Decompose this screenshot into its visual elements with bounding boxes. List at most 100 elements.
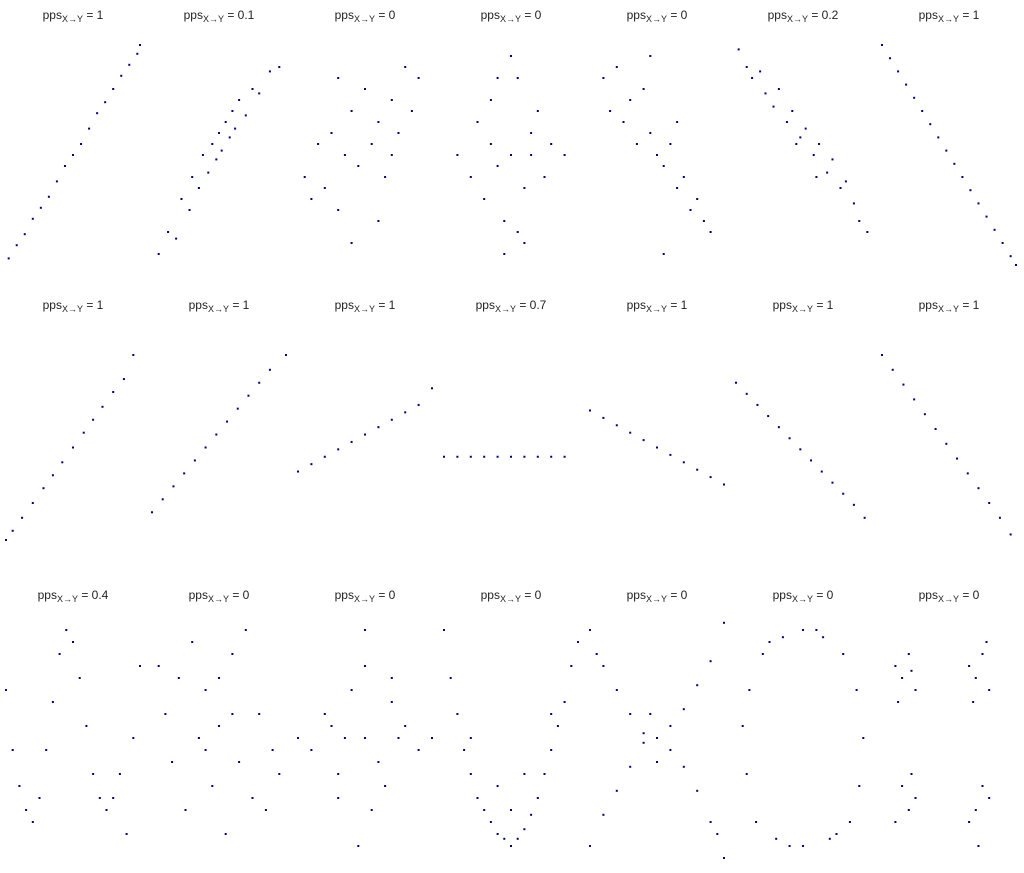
title-value: = 0.2 <box>808 8 839 22</box>
point <box>858 785 861 787</box>
title-text: pps <box>768 8 787 22</box>
point <box>550 455 553 458</box>
point <box>224 121 227 123</box>
title-text: pps <box>38 588 57 602</box>
point <box>550 143 553 145</box>
point <box>101 405 104 408</box>
point <box>456 713 459 715</box>
point <box>175 237 178 240</box>
point <box>589 629 591 631</box>
point <box>172 485 175 488</box>
point <box>556 725 559 727</box>
point <box>741 725 744 727</box>
point <box>889 57 892 60</box>
title-subscript: X→Y <box>62 14 83 24</box>
point <box>231 713 234 715</box>
point <box>615 424 618 427</box>
point <box>417 749 420 751</box>
title-text: pps <box>919 298 938 312</box>
point <box>151 511 153 514</box>
title-subscript: X→Y <box>208 594 229 604</box>
title-text: pps <box>189 588 208 602</box>
point <box>523 455 526 458</box>
point <box>483 809 486 811</box>
point <box>682 176 685 178</box>
point <box>855 689 858 691</box>
title-subscript: X→Y <box>500 14 521 24</box>
point <box>550 749 553 751</box>
point <box>669 725 672 727</box>
point <box>132 354 135 356</box>
panel-title: ppsX→Y = 1 <box>335 298 396 314</box>
point <box>759 70 762 73</box>
point <box>972 701 975 703</box>
point <box>417 77 420 79</box>
point <box>602 416 605 419</box>
point <box>456 154 459 156</box>
point <box>642 741 645 744</box>
point <box>330 132 333 134</box>
panel-title: ppsX→Y = 0.4 <box>38 588 109 604</box>
point <box>543 176 546 178</box>
point <box>772 105 775 108</box>
point <box>835 833 838 835</box>
point <box>285 354 287 356</box>
point <box>595 653 598 655</box>
point <box>218 132 220 134</box>
point <box>510 55 512 57</box>
point <box>404 725 407 727</box>
point <box>310 749 313 751</box>
point <box>609 110 612 112</box>
point <box>788 845 791 847</box>
point <box>11 749 14 751</box>
point <box>563 154 566 156</box>
panel-title: ppsX→Y = 0 <box>773 588 834 604</box>
point <box>177 677 180 679</box>
point <box>7 257 10 260</box>
point <box>842 492 845 495</box>
title-text: pps <box>627 298 646 312</box>
point <box>204 749 207 751</box>
point <box>602 813 605 816</box>
point <box>51 701 54 703</box>
title-subscript: X→Y <box>787 14 808 24</box>
point <box>815 629 818 631</box>
point <box>63 165 66 167</box>
point <box>397 132 400 134</box>
point <box>278 66 281 68</box>
point <box>47 195 50 198</box>
point <box>563 455 566 458</box>
point <box>689 209 692 211</box>
point <box>247 394 250 397</box>
point <box>278 773 281 775</box>
point <box>828 837 831 840</box>
title-subscript: X→Y <box>500 594 521 604</box>
point <box>777 426 780 429</box>
panel-title: ppsX→Y = 0 <box>627 8 688 24</box>
title-text: pps <box>627 8 646 22</box>
point <box>183 472 186 475</box>
point <box>390 418 393 421</box>
panel-title: ppsX→Y = 0 <box>481 8 542 24</box>
title-subscript: X→Y <box>938 304 959 314</box>
panel-title: ppsX→Y = 1 <box>43 8 104 24</box>
point <box>469 455 472 458</box>
title-value: = 0 <box>375 8 396 22</box>
point <box>1009 255 1012 258</box>
point <box>489 143 492 145</box>
point <box>201 154 204 156</box>
point <box>723 857 725 859</box>
point <box>317 143 320 145</box>
point <box>104 101 107 104</box>
point <box>132 737 135 739</box>
point <box>128 63 131 66</box>
point <box>78 677 81 679</box>
point <box>343 737 346 739</box>
point <box>945 149 948 152</box>
point <box>858 220 861 222</box>
point <box>656 761 658 763</box>
point <box>894 821 897 823</box>
point <box>112 797 115 799</box>
point <box>21 516 24 519</box>
point <box>350 110 353 112</box>
